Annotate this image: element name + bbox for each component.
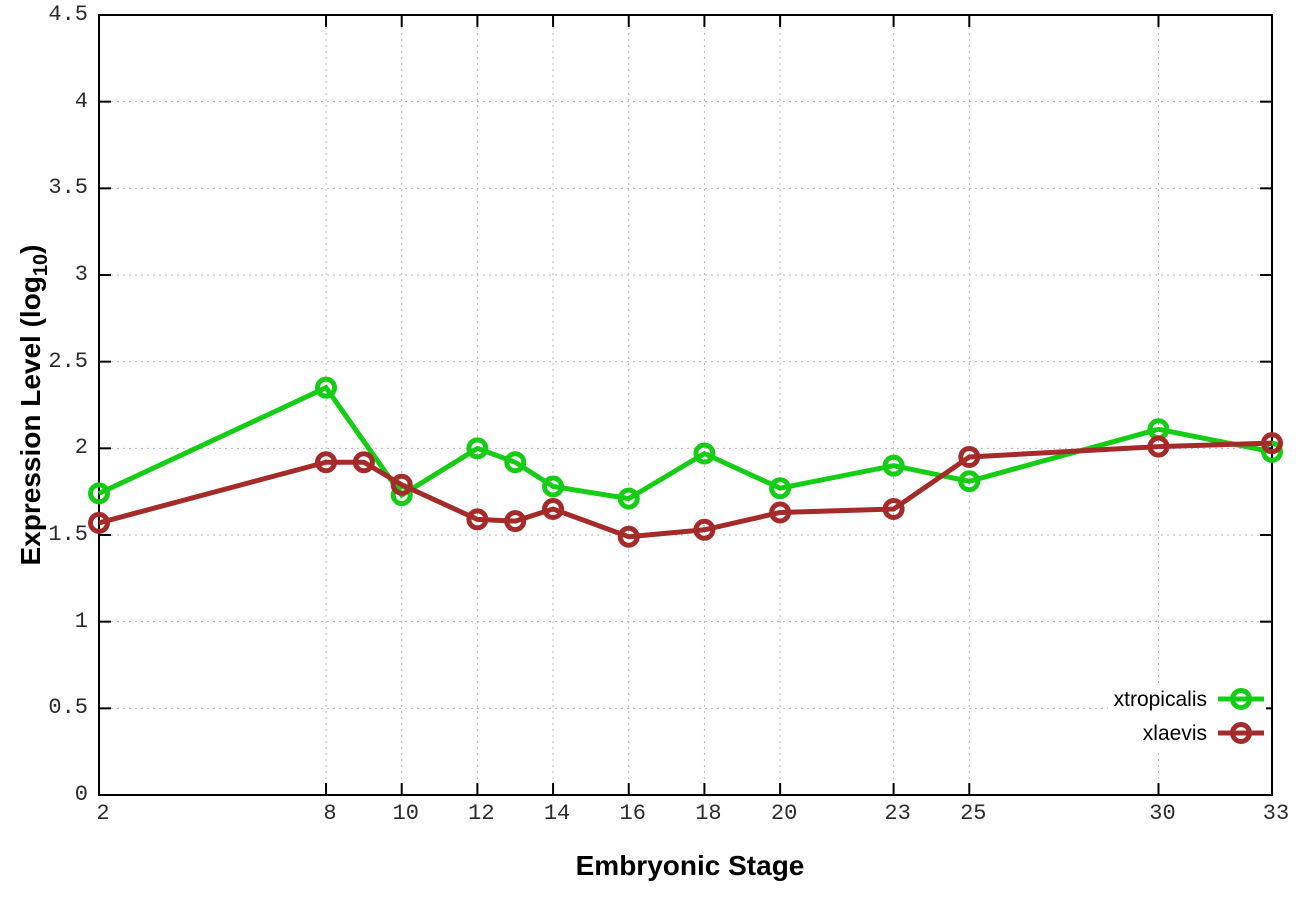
data-point-xtropicalis bbox=[315, 376, 338, 399]
series-xtropicalis bbox=[88, 376, 1283, 510]
data-point-xlaevis bbox=[693, 518, 716, 541]
data-point-xlaevis bbox=[88, 511, 110, 534]
x-tick-label: 8 bbox=[323, 801, 337, 826]
data-point-xlaevis bbox=[504, 510, 527, 533]
data-point-xlaevis bbox=[315, 451, 338, 474]
data-point-xtropicalis bbox=[693, 442, 716, 465]
data-point-xtropicalis bbox=[617, 487, 640, 510]
plot-border bbox=[98, 14, 1273, 796]
data-point-xlaevis bbox=[1147, 435, 1170, 458]
legend-label-xlaevis: xlaevis bbox=[1142, 721, 1207, 745]
series-xlaevis bbox=[88, 432, 1283, 548]
x-tick-label: 10 bbox=[392, 801, 419, 826]
data-point-xlaevis bbox=[769, 501, 792, 524]
y-axis-title-subscript: 10 bbox=[29, 253, 52, 277]
data-point-xlaevis bbox=[1261, 432, 1283, 455]
data-point-xtropicalis bbox=[882, 454, 905, 477]
y-tick-label: 2 bbox=[74, 435, 88, 461]
line-point-marker-icon bbox=[1218, 688, 1264, 710]
x-tick-label: 2 bbox=[96, 801, 110, 826]
data-point-xlaevis bbox=[390, 473, 413, 496]
data-point-xtropicalis bbox=[504, 451, 527, 474]
x-tick-label: 33 bbox=[1262, 801, 1290, 826]
legend-label-xtropicalis: xtropicalis bbox=[1113, 687, 1207, 711]
x-tick-label: 16 bbox=[619, 801, 646, 826]
y-tick-label: 1 bbox=[74, 608, 88, 634]
x-tick-label: 23 bbox=[884, 801, 911, 826]
grid-lines bbox=[98, 14, 1273, 796]
legend-entry-xlaevis: xlaevis bbox=[1114, 717, 1266, 749]
y-axis-title-text: Expression Level (log bbox=[15, 276, 47, 566]
x-tick-label: 14 bbox=[543, 801, 571, 826]
x-tick-label: 12 bbox=[468, 801, 495, 826]
data-point-xtropicalis bbox=[466, 437, 489, 460]
data-point-xlaevis bbox=[352, 451, 375, 474]
y-tick-label: 0 bbox=[74, 782, 88, 807]
y-tick-label: 3.5 bbox=[48, 175, 88, 201]
data-point-xlaevis bbox=[466, 508, 489, 531]
series-line-xlaevis bbox=[98, 440, 1273, 540]
x-tick-label: 18 bbox=[695, 801, 722, 826]
y-tick-label: 4 bbox=[74, 88, 88, 114]
x-tick-label: 25 bbox=[960, 801, 987, 826]
data-point-xtropicalis bbox=[769, 477, 792, 500]
data-point-xlaevis bbox=[882, 498, 905, 520]
line-point-marker-icon bbox=[1218, 722, 1264, 744]
tick-marks bbox=[98, 14, 1273, 796]
y-axis-title-close: ) bbox=[15, 244, 47, 254]
y-tick-label: 1.5 bbox=[48, 522, 88, 547]
series-line-xtropicalis bbox=[97, 384, 1273, 502]
legend-entry-xtropicalis: xtropicalis bbox=[1114, 683, 1266, 715]
y-axis-title: Expression Level (log10) bbox=[15, 245, 53, 566]
y-tick-label: 0.5 bbox=[48, 695, 88, 721]
data-point-xtropicalis bbox=[88, 482, 110, 505]
y-tick-label: 2.5 bbox=[48, 348, 88, 374]
data-point-xtropicalis bbox=[958, 470, 981, 493]
y-tick-label: 3 bbox=[74, 262, 88, 287]
legend: xtropicalis xlaevis bbox=[1107, 683, 1266, 749]
data-point-xlaevis bbox=[542, 498, 565, 520]
x-axis-title: Embryonic Stage bbox=[575, 850, 805, 881]
data-point-xlaevis bbox=[958, 446, 981, 468]
data-point-xtropicalis bbox=[542, 475, 565, 498]
x-tick-label: 20 bbox=[770, 801, 798, 826]
x-tick-label: 30 bbox=[1149, 801, 1176, 826]
data-point-xlaevis bbox=[617, 525, 640, 548]
y-tick-label: 4.5 bbox=[48, 2, 88, 27]
